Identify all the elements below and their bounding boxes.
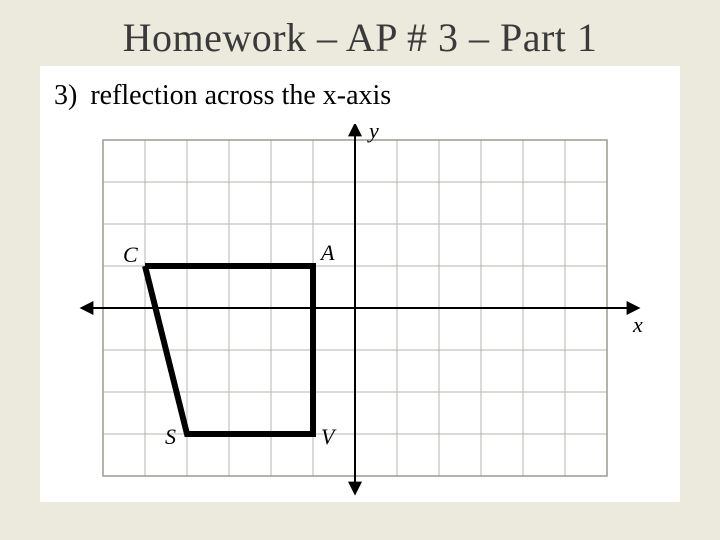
problem-statement: 3) reflection across the x-axis xyxy=(46,76,674,124)
coordinate-graph: yxACSV xyxy=(73,124,647,496)
content-box: 3) reflection across the x-axis yxACSV xyxy=(40,66,680,502)
graph-container: yxACSV xyxy=(46,124,674,496)
y-axis-label: y xyxy=(367,124,379,143)
slide: Homework – AP # 3 – Part 1 3) reflection… xyxy=(0,0,720,540)
vertex-label-c: C xyxy=(123,242,138,267)
vertex-label-s: S xyxy=(165,424,176,449)
problem-number: 3) xyxy=(54,80,77,112)
x-axis-label: x xyxy=(632,312,643,337)
problem-text: reflection across the x-axis xyxy=(90,80,391,111)
page-title: Homework – AP # 3 – Part 1 xyxy=(28,14,692,62)
vertex-label-a: A xyxy=(319,240,335,265)
